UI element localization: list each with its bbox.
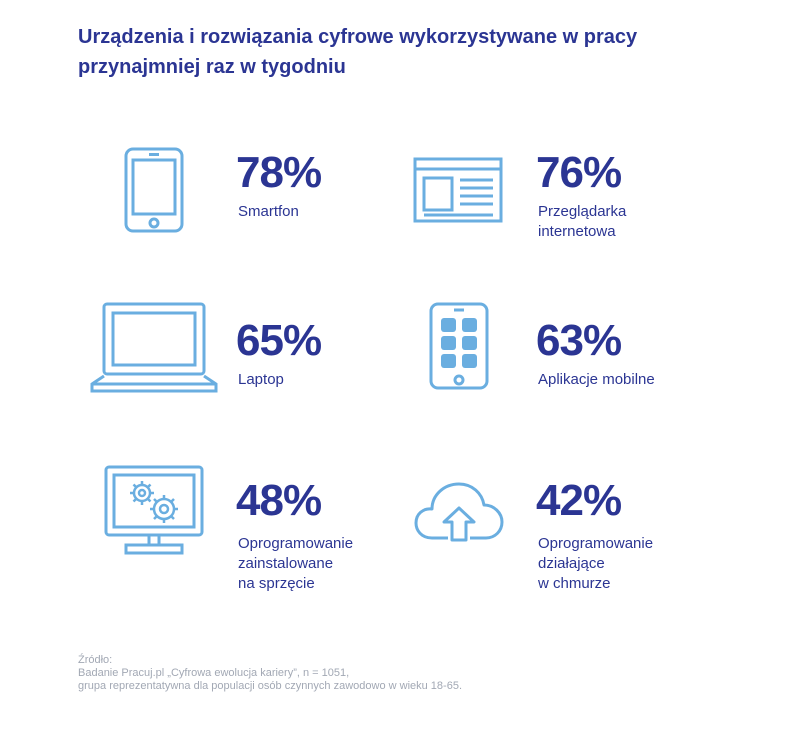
label-oprogramowanie-zainstalowane: Oprogramowanie zainstalowane na sprzęcie xyxy=(238,535,354,592)
monitor-gears-icon xyxy=(104,465,204,557)
source-line-2: grupa reprezentatywna dla populacji osób… xyxy=(78,680,463,692)
source-line-1: Badanie Pracuj.pl „Cyfrowa ewolucja kari… xyxy=(78,667,350,679)
cloud-upload-icon xyxy=(414,480,504,542)
value-przegladarka: 76% xyxy=(536,148,622,197)
value-smartfon: 78% xyxy=(236,148,322,197)
browser-window-icon xyxy=(413,157,503,223)
label-oprogramowanie-chmura: Oprogramowanie działające w chmurze xyxy=(538,535,654,592)
mobile-apps-icon xyxy=(429,302,489,390)
source-heading: Źródło: xyxy=(78,654,113,666)
label-aplikacje: Aplikacje mobilne xyxy=(538,371,655,388)
value-laptop: 65% xyxy=(236,316,322,365)
smartphone-icon xyxy=(124,147,184,233)
label-laptop: Laptop xyxy=(238,371,284,388)
value-oprogramowanie-chmura: 42% xyxy=(536,476,622,525)
laptop-icon xyxy=(89,302,219,394)
value-oprogramowanie-zainstalowane: 48% xyxy=(236,476,322,525)
label-smartfon: Smartfon xyxy=(238,203,299,220)
chart-title: Urządzenia i rozwiązania cyfrowe wykorzy… xyxy=(78,26,638,78)
value-aplikacje: 63% xyxy=(536,316,622,365)
source-note: Źródło: Badanie Pracuj.pl „Cyfrowa ewolu… xyxy=(78,654,678,693)
label-przegladarka: Przeglądarka internetowa xyxy=(538,203,627,240)
